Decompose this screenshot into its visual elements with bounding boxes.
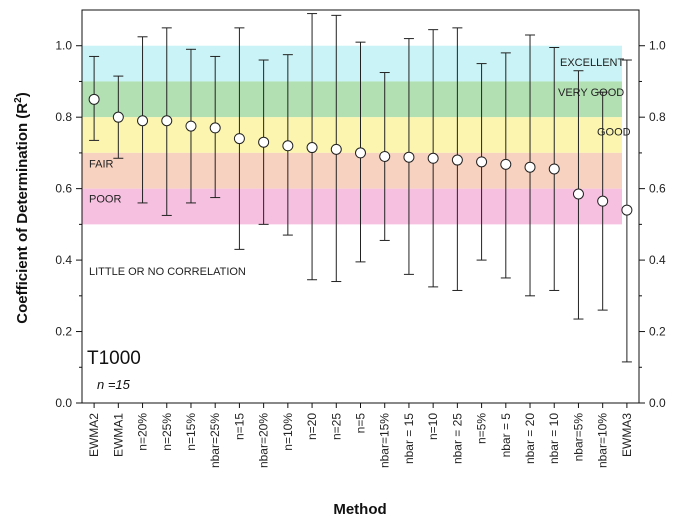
right-y-axis: 0.0 0.2 0.4 0.6 0.8 1.0 — [639, 39, 666, 410]
y-tick-label-right-2: 0.4 — [649, 253, 666, 267]
band-1 — [82, 81, 622, 118]
y-tick-label-left-1: 0.2 — [55, 325, 72, 339]
data-point-0 — [88, 93, 100, 105]
x-tick-label-17: nbar = 5 — [499, 413, 513, 458]
x-axis-title: Method — [333, 501, 386, 518]
x-tick-label-11: n=5 — [354, 413, 368, 434]
data-point-3 — [161, 115, 173, 127]
data-point-18 — [524, 161, 536, 173]
band-labels: EXCELLENT VERY GOOD GOOD FAIR POOR LITTLE OR … — [89, 57, 631, 278]
data-point-2 — [137, 115, 149, 127]
x-tick-label-6: n=15 — [232, 413, 246, 440]
y-tick-label-left-3: 0.6 — [55, 182, 72, 196]
y-tick-label-right-0: 0.0 — [649, 396, 666, 410]
band-label-1: VERY GOOD — [558, 87, 624, 99]
data-point-12 — [379, 150, 391, 162]
band-label-0: EXCELLENT — [560, 57, 624, 69]
y-tick-label-right-5: 1.0 — [649, 39, 666, 53]
data-point-17 — [500, 158, 512, 170]
band-0 — [82, 45, 622, 82]
data-point-16 — [476, 156, 488, 168]
band-label-2: GOOD — [597, 126, 631, 138]
x-tick-label-22: EWMA3 — [620, 413, 634, 457]
data-point-20 — [572, 188, 584, 200]
x-axis: EWMA2 EWMA1 n=20% n=25% n=15% nbar=25% n=15 nba… — [87, 403, 634, 468]
x-tick-label-14: n=10 — [426, 413, 440, 440]
data-point-10 — [330, 143, 342, 155]
y-tick-label-right-1: 0.2 — [649, 325, 666, 339]
x-tick-label-1: EWMA1 — [111, 413, 125, 457]
data-point-5 — [209, 122, 221, 134]
data-point-19 — [548, 163, 560, 175]
x-tick-label-9: n=20 — [305, 413, 319, 440]
data-point-8 — [282, 140, 294, 152]
x-tick-label-10: n=25 — [329, 413, 343, 440]
y-axis-title: Coefficient of Determination (R2) — [13, 92, 31, 323]
x-tick-label-20: nbar=5% — [571, 413, 585, 462]
panel-label: T1000 — [87, 348, 141, 369]
x-tick-label-8: n=10% — [281, 413, 295, 451]
y-tick-label-right-3: 0.6 — [649, 182, 666, 196]
x-tick-label-7: nbar=20% — [257, 413, 271, 468]
y-tick-label-left-4: 0.8 — [55, 110, 72, 124]
background-bands — [82, 45, 622, 225]
data-point-6 — [233, 133, 245, 145]
y-tick-label-left-5: 1.0 — [55, 39, 72, 53]
band-label-4: POOR — [89, 193, 121, 205]
data-point-4 — [185, 120, 197, 132]
x-tick-label-4: n=15% — [184, 413, 198, 451]
data-point-14 — [427, 152, 439, 164]
data-points — [88, 93, 633, 216]
x-tick-label-15: nbar = 25 — [450, 413, 464, 464]
x-tick-label-16: n=5% — [475, 413, 489, 444]
x-tick-label-13: nbar = 15 — [402, 413, 416, 464]
band-label-5: LITTLE OR NO CORRELATION — [89, 266, 246, 278]
y-tick-label-left-0: 0.0 — [55, 396, 72, 410]
data-point-1 — [112, 111, 124, 123]
x-tick-label-0: EWMA2 — [87, 413, 101, 457]
left-y-axis: 0.0 0.2 0.4 0.6 0.8 1.0 — [55, 39, 82, 410]
x-tick-label-5: nbar=25% — [208, 413, 222, 468]
data-point-13 — [403, 151, 415, 163]
data-point-7 — [258, 136, 270, 148]
x-tick-label-19: nbar = 10 — [547, 413, 561, 464]
x-tick-label-3: n=25% — [160, 413, 174, 451]
sample-size-label: n =15 — [97, 377, 131, 392]
band-label-3: FAIR — [89, 159, 114, 171]
data-point-9 — [306, 142, 318, 154]
band-4 — [82, 188, 622, 225]
y-tick-label-left-2: 0.4 — [55, 253, 72, 267]
data-point-15 — [451, 154, 463, 166]
data-point-22 — [621, 204, 633, 216]
x-tick-label-2: n=20% — [136, 413, 150, 451]
data-point-11 — [355, 147, 366, 159]
x-tick-label-21: nbar=10% — [596, 413, 610, 468]
x-tick-label-18: nbar = 20 — [523, 413, 537, 464]
x-tick-label-12: nbar=15% — [378, 413, 392, 468]
band-2 — [82, 117, 622, 153]
data-point-21 — [597, 195, 609, 207]
y-tick-label-right-4: 0.8 — [649, 110, 666, 124]
band-3 — [82, 152, 622, 189]
